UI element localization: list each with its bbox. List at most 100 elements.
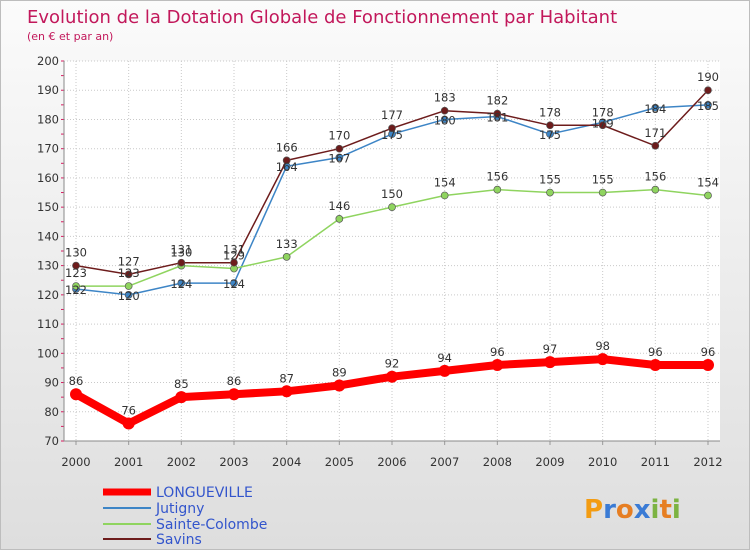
x-tick-label: 2006	[377, 455, 406, 469]
jutigny-data-label: 184	[644, 102, 666, 116]
jutigny-data-label: 175	[381, 128, 403, 142]
savins-point	[651, 141, 660, 150]
savins-data-label: 171	[644, 126, 666, 140]
proxiti-logo: Proxiti	[584, 495, 681, 525]
y-tick-label: 110	[37, 317, 59, 331]
sainte-colombe-point	[72, 282, 80, 290]
jutigny-point	[546, 130, 554, 138]
jutigny-point	[124, 290, 133, 299]
x-tick-label: 2007	[430, 455, 459, 469]
longueville-point	[544, 356, 556, 369]
longueville-point	[386, 370, 398, 383]
jutigny-data-label: 181	[486, 111, 508, 125]
y-tick-label: 70	[44, 434, 59, 448]
y-tick-label: 80	[44, 405, 59, 419]
sainte-colombe-data-label: 129	[223, 249, 245, 263]
sainte-colombe-legend-label: Sainte-Colombe	[156, 517, 267, 533]
jutigny-data-label: 124	[170, 277, 192, 291]
sainte-colombe-data-label: 154	[434, 175, 456, 189]
y-tick-label: 180	[37, 112, 59, 126]
savins-data-label: 177	[381, 108, 403, 122]
savins-data-label: 178	[539, 105, 561, 119]
savins-point	[72, 261, 80, 270]
savins-point	[335, 144, 344, 153]
sainte-colombe-point	[651, 185, 660, 194]
y-tick-label: 100	[37, 346, 59, 360]
longueville-point	[122, 417, 135, 430]
longueville-data-label: 97	[543, 342, 558, 356]
x-tick-label: 2001	[114, 455, 143, 469]
savins-point	[177, 258, 186, 267]
savins-data-label: 131	[170, 243, 192, 257]
sainte-colombe-point	[335, 214, 344, 223]
longueville-legend-label: LONGUEVILLE	[156, 485, 253, 501]
savins-point	[598, 121, 607, 130]
jutigny-point	[177, 279, 186, 288]
longueville-point	[596, 353, 609, 366]
savins-data-label: 130	[65, 246, 87, 260]
sainte-colombe-point	[493, 185, 502, 194]
savins-point	[704, 86, 712, 95]
savins-data-label: 190	[697, 70, 719, 84]
y-tick-label: 90	[44, 376, 59, 390]
jutigny-data-label: 167	[328, 151, 350, 165]
savins-data-label: 182	[486, 94, 508, 108]
jutigny-point	[651, 103, 660, 112]
savins-data-label: 178	[592, 105, 614, 119]
longueville-data-label: 96	[701, 345, 716, 359]
y-tick-label: 130	[37, 259, 59, 273]
y-tick-label: 120	[37, 288, 59, 302]
longueville-point	[70, 388, 82, 401]
jutigny-point	[440, 115, 449, 124]
sainte-colombe-point	[598, 188, 607, 197]
savins-point	[493, 109, 502, 118]
longueville-data-label: 98	[595, 339, 610, 353]
sainte-colombe-point	[704, 191, 712, 200]
longueville-data-label: 76	[121, 403, 136, 417]
jutigny-data-label: 120	[118, 289, 140, 303]
longueville-point	[333, 379, 346, 392]
savins-point	[388, 124, 396, 133]
savins-data-label: 183	[434, 91, 456, 105]
longueville-data-label: 96	[648, 345, 663, 359]
savins-data-label: 127	[118, 254, 140, 268]
savins-point	[440, 106, 449, 115]
longueville-point	[702, 359, 714, 371]
x-tick-label: 2009	[535, 455, 564, 469]
y-tick-label: 200	[37, 54, 59, 68]
longueville-data-label: 96	[490, 345, 505, 359]
jutigny-data-label: 122	[65, 283, 87, 297]
jutigny-point	[335, 153, 344, 162]
sainte-colombe-point	[388, 203, 396, 212]
longueville-data-label: 89	[332, 365, 347, 379]
sainte-colombe-data-label: 123	[65, 266, 87, 280]
longueville-data-label: 85	[174, 377, 189, 391]
longueville-point	[491, 359, 504, 371]
sainte-colombe-data-label: 146	[328, 199, 350, 213]
sainte-colombe-data-label: 155	[539, 173, 561, 187]
x-tick-label: 2008	[483, 455, 512, 469]
longueville-point	[175, 391, 188, 404]
x-tick-label: 2000	[61, 455, 90, 469]
longueville-point	[228, 388, 240, 401]
savins-data-label: 170	[328, 129, 350, 143]
jutigny-point	[230, 279, 238, 288]
sainte-colombe-data-label: 156	[644, 170, 666, 184]
savins-data-label: 131	[223, 243, 245, 257]
longueville-data-label: 94	[437, 351, 452, 365]
savins-point	[124, 270, 133, 279]
y-tick-label: 150	[37, 200, 59, 214]
savins-point	[282, 156, 291, 165]
longueville-data-label: 86	[69, 374, 84, 388]
longueville-point	[280, 385, 293, 398]
x-tick-label: 2003	[219, 455, 248, 469]
sainte-colombe-data-label: 155	[592, 173, 614, 187]
jutigny-data-label: 175	[539, 128, 561, 142]
savins-legend-label: Savins	[156, 532, 202, 548]
longueville-point	[438, 364, 451, 377]
jutigny-point	[704, 100, 712, 109]
x-tick-label: 2005	[325, 455, 354, 469]
jutigny-data-label: 124	[223, 277, 245, 291]
x-tick-label: 2011	[641, 455, 670, 469]
